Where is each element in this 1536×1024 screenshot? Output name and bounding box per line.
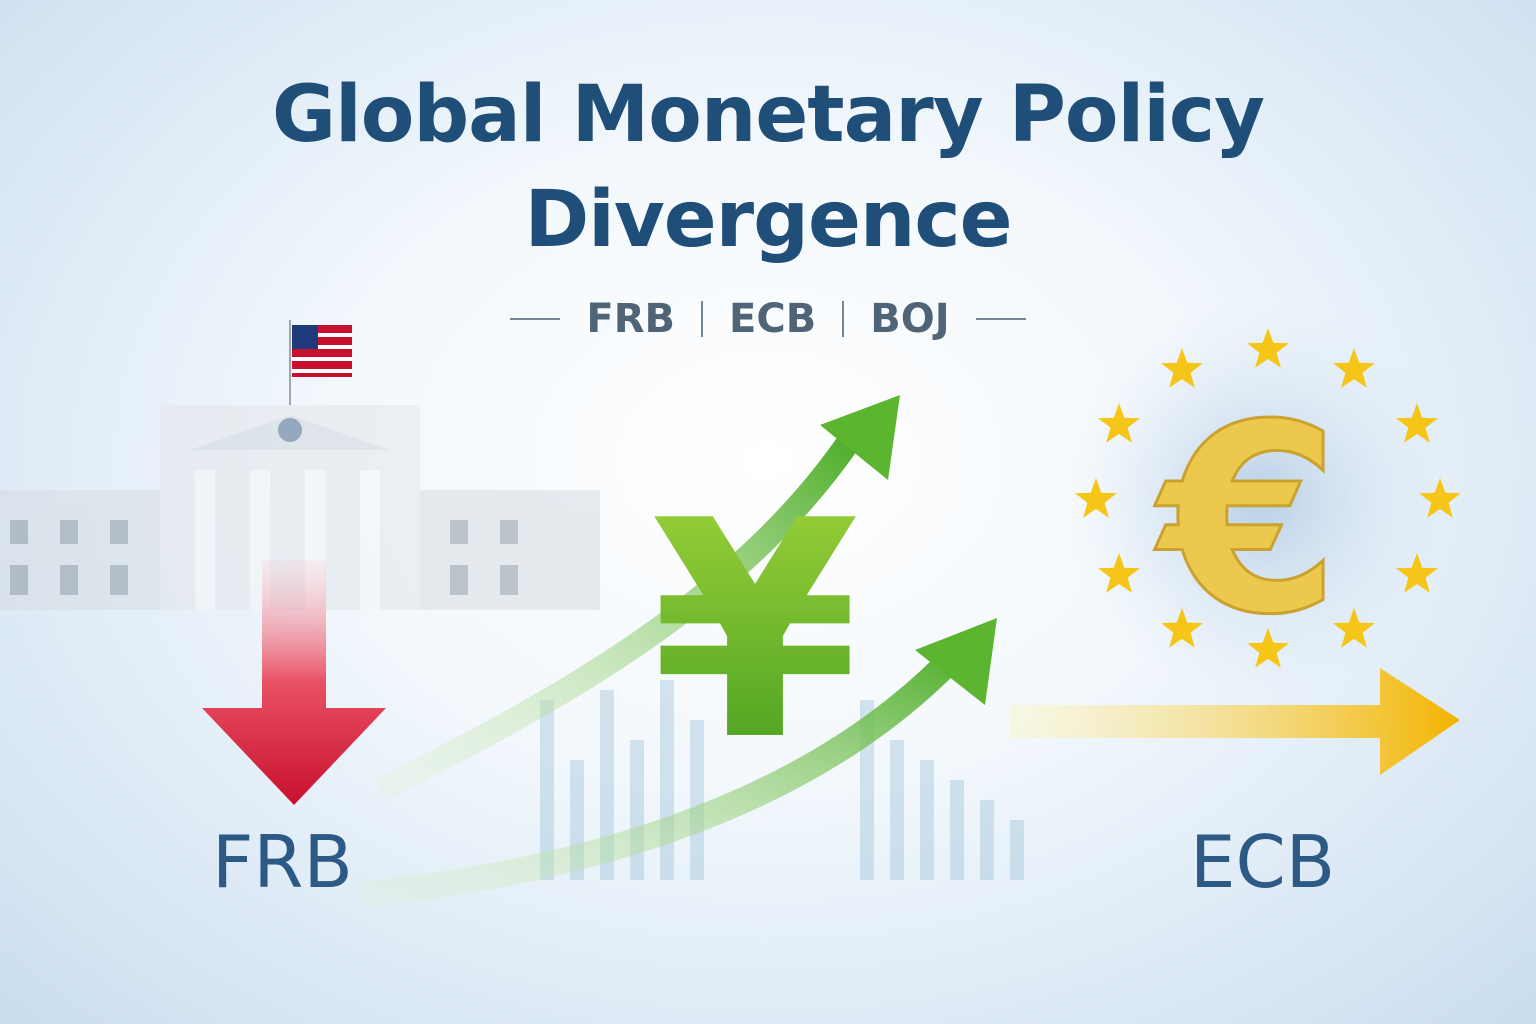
star-icon [1161, 348, 1203, 388]
star-icon [1098, 553, 1140, 593]
star-icon [1161, 607, 1203, 648]
star-icon [1333, 348, 1375, 388]
yen-icon: ¥ [651, 457, 860, 806]
star-icon [1419, 478, 1461, 518]
star-icon [1396, 553, 1438, 593]
divider [842, 301, 845, 337]
us-flag-icon [292, 325, 352, 377]
star-icon [1396, 403, 1438, 443]
bar-chart-background [540, 680, 1024, 880]
subtitle-ecb: ECB [729, 296, 817, 342]
up-arrow-icon [374, 433, 860, 801]
subtitle-frb: FRB [586, 296, 676, 342]
up-arrow-icon [358, 641, 970, 908]
star-icon [1098, 403, 1140, 443]
divider [510, 318, 561, 320]
divider [975, 318, 1026, 320]
star-icon [1333, 607, 1375, 648]
page-title: Global Monetary Policy [271, 70, 1265, 160]
label-frb: FRB [212, 820, 353, 904]
star-icon [1075, 478, 1117, 518]
star-icon [1247, 628, 1289, 668]
subtitle: FRB ECB BOJ [0, 296, 1536, 342]
label-ecb: ECB [1190, 820, 1336, 904]
page-title-line2: Divergence [524, 175, 1012, 265]
down-arrow-icon [202, 560, 386, 805]
star-icon [1247, 328, 1289, 368]
subtitle-boj: BOJ [870, 296, 950, 342]
right-arrow-icon [1010, 668, 1460, 775]
divider [701, 301, 704, 337]
eu-stars [1075, 328, 1461, 668]
